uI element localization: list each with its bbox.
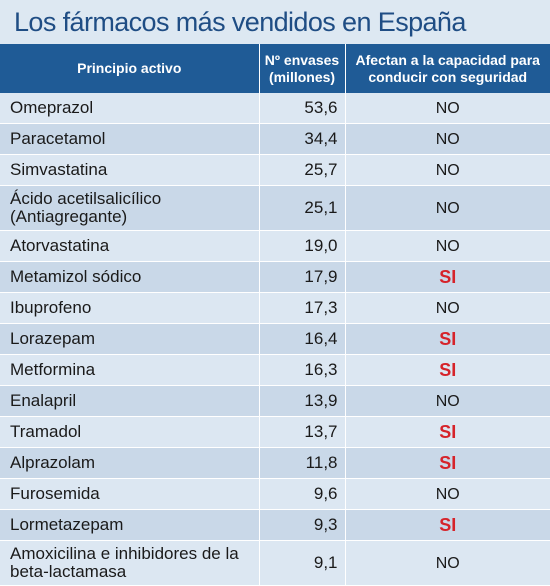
envases-cell: 13,9 xyxy=(259,385,346,417)
drug-name-cell: Metamizol sódico xyxy=(0,261,260,293)
drug-name-cell: Amoxicilina e inhibidores de la beta-lac… xyxy=(0,540,260,586)
envases-cell: 13,7 xyxy=(259,416,346,448)
afecta-cell: NO xyxy=(345,123,550,155)
drug-name-cell: Ácido acetilsalicílico (Antiagregante) xyxy=(0,185,260,231)
drug-name-cell: Simvastatina xyxy=(0,154,260,186)
envases-cell: 19,0 xyxy=(259,230,346,262)
table-row: Metamizol sódico 17,9 SI xyxy=(0,261,550,293)
table-row: Furosemida 9,6 NO xyxy=(0,478,550,510)
drug-name-cell: Furosemida xyxy=(0,478,260,510)
drug-name-cell: Atorvastatina xyxy=(0,230,260,262)
table-row: Alprazolam 11,8 SI xyxy=(0,447,550,479)
afecta-cell: NO xyxy=(345,385,550,417)
table-header-row: Principio activo Nº envases (millones) A… xyxy=(0,44,550,93)
afecta-no-label: NO xyxy=(435,393,460,410)
afecta-no-label: NO xyxy=(435,300,460,317)
afecta-cell: NO xyxy=(345,478,550,510)
drug-name-cell: Alprazolam xyxy=(0,447,260,479)
envases-cell: 9,1 xyxy=(259,540,346,586)
afecta-no-label: NO xyxy=(435,554,460,572)
afecta-si-label: SI xyxy=(439,328,457,349)
afecta-cell: SI xyxy=(345,416,550,448)
afecta-cell: NO xyxy=(345,154,550,186)
table-row: Amoxicilina e inhibidores de la beta-lac… xyxy=(0,540,550,586)
afecta-si-label: SI xyxy=(439,359,457,380)
afecta-no-label: NO xyxy=(435,131,460,148)
table-row: Ibuprofeno 17,3 NO xyxy=(0,292,550,324)
afecta-cell: SI xyxy=(345,509,550,541)
envases-cell: 53,6 xyxy=(259,93,346,124)
drug-name-cell: Paracetamol xyxy=(0,123,260,155)
afecta-cell: NO xyxy=(345,292,550,324)
drug-name-cell: Lorazepam xyxy=(0,323,260,355)
table-row: Metformina 16,3 SI xyxy=(0,354,550,386)
table-row: Omeprazol 53,6 NO xyxy=(0,93,550,124)
afecta-cell: NO xyxy=(345,230,550,262)
afecta-cell: NO xyxy=(345,185,550,231)
header-envases: Nº envases (millones) xyxy=(259,44,346,93)
envases-cell: 25,1 xyxy=(259,185,346,231)
table-row: Atorvastatina 19,0 NO xyxy=(0,230,550,262)
table-row: Ácido acetilsalicílico (Antiagregante) 25… xyxy=(0,185,550,231)
table-row: Simvastatina 25,7 NO xyxy=(0,154,550,186)
envases-cell: 16,4 xyxy=(259,323,346,355)
envases-cell: 34,4 xyxy=(259,123,346,155)
drug-name-cell: Metformina xyxy=(0,354,260,386)
afecta-cell: NO xyxy=(345,540,550,586)
afecta-cell: SI xyxy=(345,447,550,479)
envases-cell: 9,6 xyxy=(259,478,346,510)
header-principio: Principio activo xyxy=(0,44,260,93)
afecta-si-label: SI xyxy=(439,421,457,442)
page-title: Los fármacos más vendidos en España xyxy=(14,7,466,37)
afecta-no-label: NO xyxy=(435,486,460,503)
drug-name-cell: Omeprazol xyxy=(0,93,260,124)
drugs-table: Principio activo Nº envases (millones) A… xyxy=(0,44,550,586)
afecta-no-label: NO xyxy=(435,162,460,179)
afecta-cell: SI xyxy=(345,354,550,386)
envases-cell: 17,3 xyxy=(259,292,346,324)
envases-cell: 9,3 xyxy=(259,509,346,541)
drug-name-cell: Ibuprofeno xyxy=(0,292,260,324)
table-row: Lormetazepam 9,3 SI xyxy=(0,509,550,541)
envases-cell: 16,3 xyxy=(259,354,346,386)
afecta-cell: SI xyxy=(345,261,550,293)
drug-name-cell: Tramadol xyxy=(0,416,260,448)
afecta-cell: NO xyxy=(345,93,550,124)
envases-cell: 17,9 xyxy=(259,261,346,293)
table-row: Tramadol 13,7 SI xyxy=(0,416,550,448)
table-row: Enalapril 13,9 NO xyxy=(0,385,550,417)
drug-name-cell: Lormetazepam xyxy=(0,509,260,541)
afecta-no-label: NO xyxy=(435,100,460,117)
header-afectan: Afectan a la capacidad para conducir con… xyxy=(345,44,550,93)
table-body: Omeprazol 53,6 NO Paracetamol 34,4 NO Simvasta… xyxy=(0,93,550,586)
afecta-cell: SI xyxy=(345,323,550,355)
afecta-si-label: SI xyxy=(439,452,457,473)
envases-cell: 25,7 xyxy=(259,154,346,186)
drug-name-cell: Enalapril xyxy=(0,385,260,417)
afecta-no-label: NO xyxy=(435,238,460,255)
afecta-si-label: SI xyxy=(439,514,457,535)
afecta-si-label: SI xyxy=(439,266,457,287)
table-row: Paracetamol 34,4 NO xyxy=(0,123,550,155)
table-row: Lorazepam 16,4 SI xyxy=(0,323,550,355)
afecta-no-label: NO xyxy=(435,199,460,217)
envases-cell: 11,8 xyxy=(259,447,346,479)
